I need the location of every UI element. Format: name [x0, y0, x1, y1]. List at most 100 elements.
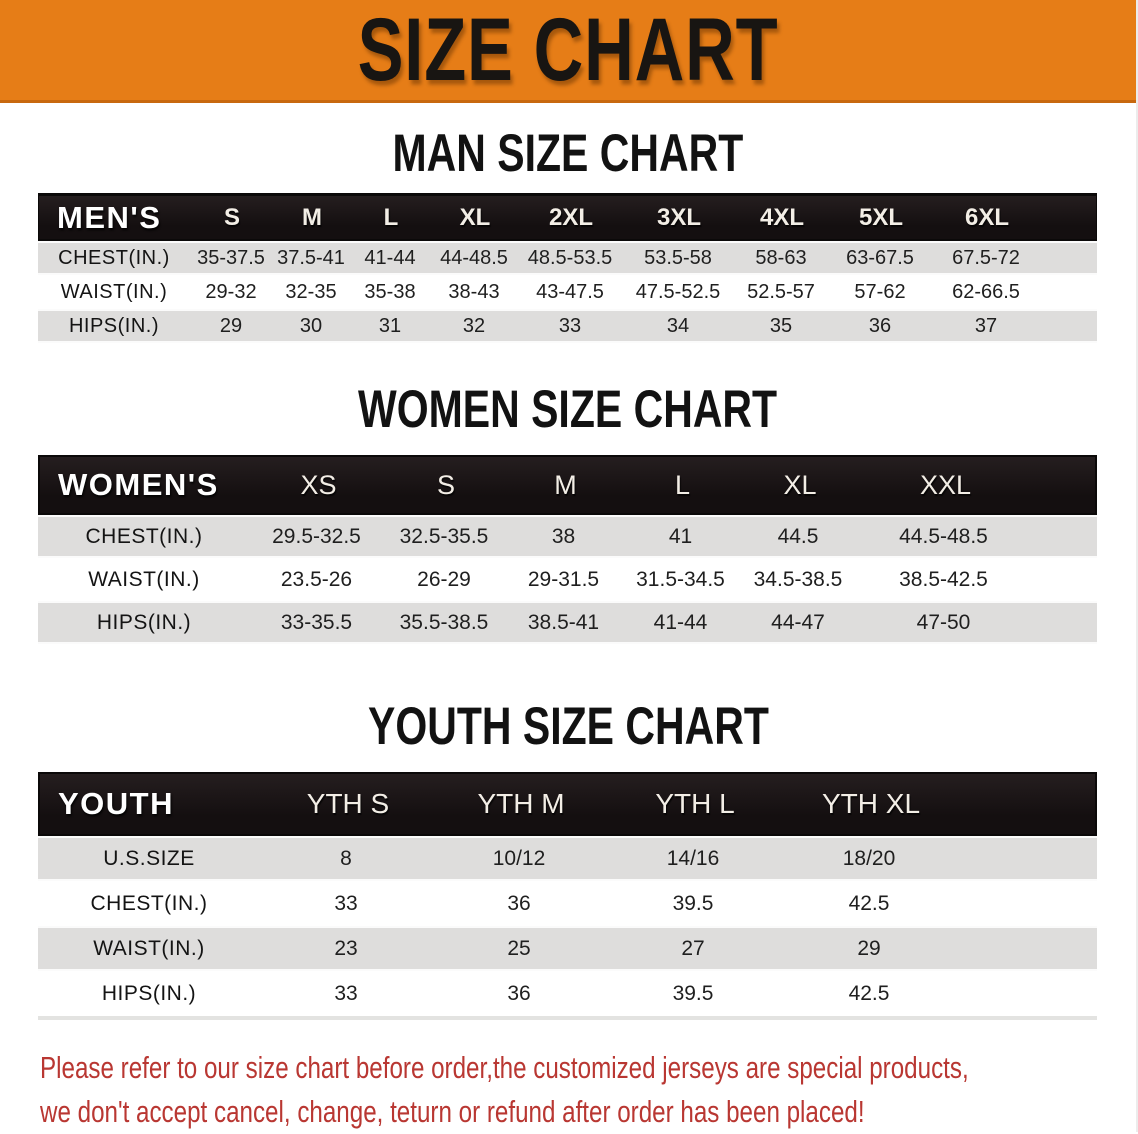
row-label: CHEST(IN.) — [90, 891, 208, 915]
disclaimer-line-1: Please refer to our size chart before or… — [40, 1050, 969, 1085]
table-row-chest: CHEST(IN.) 29.5-32.5 32.5-35.5 38 41 44.… — [38, 515, 1097, 558]
banner-title: SIZE CHART — [357, 0, 779, 100]
youth-size-table: YOUTH YTH S YTH M YTH L YTH XL U.S.SIZE … — [38, 772, 1097, 1020]
table-row-chest: CHEST(IN.) 33 36 39.5 42.5 — [38, 881, 1097, 926]
value-cell: 36 — [868, 314, 892, 337]
value-cell: 41 — [668, 524, 693, 548]
value-cell: 29 — [857, 936, 881, 960]
row-label: HIPS(IN.) — [101, 981, 197, 1005]
value-cell: 29-31.5 — [527, 567, 600, 591]
table-row-hips: HIPS(IN.) 33-35.5 35.5-38.5 38.5-41 41-4… — [38, 601, 1097, 644]
value-cell: 38.5-42.5 — [899, 567, 988, 591]
value-cell: 58-63 — [755, 246, 807, 269]
youth-section-title-text: YOUTH SIZE CHART — [367, 696, 769, 756]
value-cell: 44.5 — [777, 524, 819, 548]
column-header: L — [383, 203, 399, 231]
row-label: CHEST(IN.) — [85, 524, 203, 548]
womens-table-header-row: WOMEN'S XS S M L XL XXL — [38, 455, 1097, 515]
value-cell: 23.5-26 — [280, 567, 353, 591]
column-header: YTH M — [477, 788, 565, 819]
value-cell: 33 — [334, 981, 358, 1005]
column-header: 5XL — [858, 203, 903, 231]
value-cell: 36 — [507, 981, 531, 1005]
value-cell: 43-47.5 — [536, 280, 604, 303]
row-label: WAIST(IN.) — [93, 936, 205, 960]
value-cell: 33 — [334, 891, 358, 915]
table-row-waist: WAIST(IN.) 23.5-26 26-29 29-31.5 31.5-34… — [38, 558, 1097, 601]
column-header: S — [223, 203, 240, 231]
value-cell: 32.5-35.5 — [399, 524, 489, 548]
column-header: S — [436, 469, 455, 500]
column-header: YTH L — [655, 788, 735, 819]
value-cell: 41-44 — [364, 246, 416, 269]
value-cell: 39.5 — [672, 981, 714, 1005]
column-header: 4XL — [759, 203, 804, 231]
value-cell: 44.5-48.5 — [899, 524, 988, 548]
row-label: HIPS(IN.) — [68, 314, 160, 337]
column-header: M — [302, 203, 322, 231]
value-cell: 34.5-38.5 — [753, 567, 843, 591]
column-header: M — [554, 469, 577, 500]
value-cell: 37.5-41 — [277, 246, 345, 269]
value-cell: 48.5-53.5 — [527, 246, 613, 269]
value-cell: 33-35.5 — [280, 610, 353, 634]
value-cell: 27 — [681, 936, 705, 960]
value-cell: 44-47 — [771, 610, 825, 634]
man-section-title: MAN SIZE CHART — [0, 123, 1136, 183]
value-cell: 29.5-32.5 — [272, 524, 361, 548]
value-cell: 52.5-57 — [747, 280, 815, 303]
row-label: CHEST(IN.) — [58, 246, 170, 269]
youth-section-title: YOUTH SIZE CHART — [0, 696, 1136, 756]
value-cell: 53.5-58 — [644, 246, 712, 269]
value-cell: 25 — [507, 936, 531, 960]
value-cell: 23 — [334, 936, 358, 960]
row-label: U.S.SIZE — [103, 846, 195, 870]
table-row-chest: CHEST(IN.) 35-37.5 37.5-41 41-44 44-48.5… — [38, 241, 1097, 275]
value-cell: 26-29 — [417, 567, 471, 591]
value-cell: 36 — [507, 891, 531, 915]
womens-size-table: WOMEN'S XS S M L XL XXL CHEST(IN.) 29.5-… — [38, 455, 1097, 644]
man-section-title-text: MAN SIZE CHART — [392, 123, 744, 183]
value-cell: 67.5-72 — [952, 246, 1020, 269]
value-cell: 34 — [666, 314, 690, 337]
column-header: 2XL — [548, 203, 593, 231]
value-cell: 35-37.5 — [197, 246, 265, 269]
value-cell: 39.5 — [672, 891, 714, 915]
value-cell: 32-35 — [285, 280, 337, 303]
value-cell: 38 — [551, 524, 576, 548]
womens-table-header-label: WOMEN'S — [58, 467, 219, 502]
value-cell: 35.5-38.5 — [399, 610, 489, 634]
value-cell: 33 — [558, 314, 582, 337]
table-row-waist: WAIST(IN.) 29-32 32-35 35-38 38-43 43-47… — [38, 275, 1097, 309]
youth-table-header-row: YOUTH YTH S YTH M YTH L YTH XL — [38, 772, 1097, 836]
youth-table-header-label: YOUTH — [58, 786, 174, 821]
value-cell: 42.5 — [848, 981, 890, 1005]
value-cell: 47.5-52.5 — [635, 280, 721, 303]
value-cell: 57-62 — [854, 280, 906, 303]
value-cell: 8 — [340, 846, 352, 870]
column-header: XL — [459, 203, 491, 231]
table-row-ussize: U.S.SIZE 8 10/12 14/16 18/20 — [38, 836, 1097, 881]
table-row-hips: HIPS(IN.) 33 36 39.5 42.5 — [38, 971, 1097, 1016]
mens-table-header-label: MEN'S — [57, 199, 162, 235]
column-header: 3XL — [656, 203, 701, 231]
value-cell: 29 — [219, 314, 243, 337]
value-cell: 41-44 — [653, 610, 708, 634]
value-cell: 35-38 — [364, 280, 416, 303]
mens-size-table: MEN'S S M L XL 2XL 3XL 4XL 5XL 6XL CHEST… — [38, 193, 1097, 343]
column-header: L — [674, 469, 691, 500]
value-cell: 31.5-34.5 — [636, 567, 725, 591]
value-cell: 29-32 — [205, 280, 257, 303]
value-cell: 31 — [378, 314, 402, 337]
column-header: YTH XL — [821, 788, 921, 819]
value-cell: 47-50 — [916, 610, 971, 634]
mens-table-header-row: MEN'S S M L XL 2XL 3XL 4XL 5XL 6XL — [38, 193, 1097, 241]
column-header: XS — [300, 469, 337, 500]
value-cell: 42.5 — [848, 891, 890, 915]
women-section-title: WOMEN SIZE CHART — [0, 380, 1136, 439]
table-row-waist: WAIST(IN.) 23 25 27 29 — [38, 926, 1097, 971]
disclaimer-line-2: we don't accept cancel, change, teturn o… — [40, 1094, 865, 1129]
value-cell: 63-67.5 — [846, 246, 914, 269]
value-cell: 37 — [974, 314, 998, 337]
column-header: XL — [783, 469, 817, 500]
